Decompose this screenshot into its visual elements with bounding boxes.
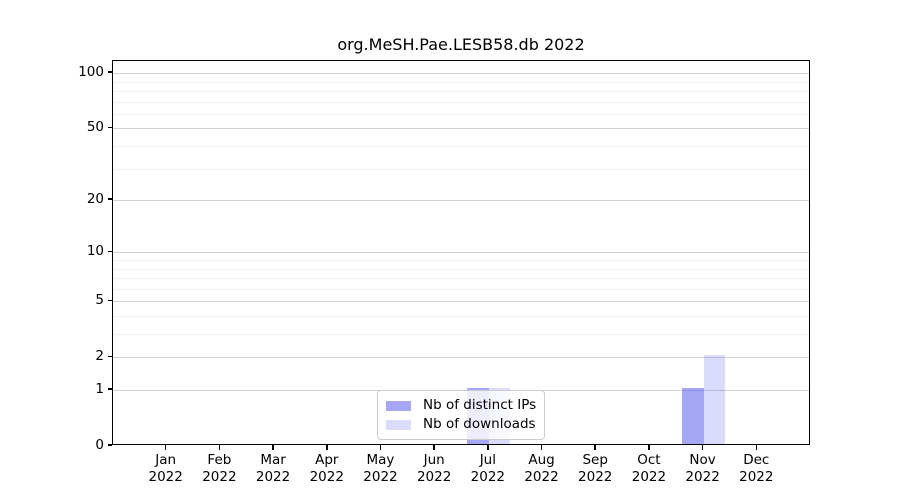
y-tick-label-2: 2 xyxy=(95,348,104,365)
grid-line-major xyxy=(113,200,809,202)
legend-label: Nb of downloads xyxy=(423,416,536,432)
month-label: Sep xyxy=(582,452,608,468)
year-label: 2022 xyxy=(309,468,344,485)
grid-line-minor xyxy=(113,278,809,280)
month-label: Apr xyxy=(315,452,339,468)
x-tick-label-aug: Aug 2022 xyxy=(507,452,577,485)
x-tick xyxy=(648,445,650,450)
x-tick-label-oct: Oct 2022 xyxy=(614,452,684,485)
y-tick xyxy=(107,198,112,200)
bar-nov-1 xyxy=(703,355,726,444)
y-tick-label-0: 0 xyxy=(95,437,104,453)
x-tick xyxy=(594,445,596,450)
month-label: Aug xyxy=(528,452,555,468)
y-tick-label-1: 1 xyxy=(95,381,104,397)
grid-line-minor xyxy=(113,168,809,170)
bar-nov-0 xyxy=(682,388,704,444)
x-tick-label-jan: Jan 2022 xyxy=(131,452,201,485)
x-tick xyxy=(272,445,274,450)
month-label: Jun xyxy=(423,452,445,468)
x-tick-label-feb: Feb 2022 xyxy=(184,452,254,485)
grid-line-major xyxy=(113,252,809,254)
x-tick xyxy=(755,445,758,450)
year-label: 2022 xyxy=(202,468,237,485)
month-label: May xyxy=(366,452,395,468)
x-tick-label-mar: Mar 2022 xyxy=(238,452,308,485)
legend-swatch-icon xyxy=(386,400,411,411)
x-tick-label-nov: Nov 2022 xyxy=(668,452,738,485)
year-label: 2022 xyxy=(685,468,720,485)
grid-line-minor xyxy=(113,91,809,93)
month-label: Nov xyxy=(689,452,716,468)
legend-entry-0: Nb of distinct IPs xyxy=(386,396,536,415)
grid-line-minor xyxy=(113,146,809,148)
legend-swatch-icon xyxy=(386,419,411,430)
x-tick xyxy=(326,445,328,450)
month-label: Feb xyxy=(207,452,232,468)
year-label: 2022 xyxy=(631,468,667,485)
month-label: Mar xyxy=(260,452,286,468)
month-label: Jan xyxy=(155,452,177,468)
year-label: 2022 xyxy=(578,468,613,485)
year-label: 2022 xyxy=(148,468,183,485)
x-tick-label-jul: Jul 2022 xyxy=(453,452,523,485)
y-tick-label-50: 50 xyxy=(86,119,104,136)
grid-line-minor xyxy=(113,315,809,317)
y-tick xyxy=(107,444,112,446)
grid-line-major xyxy=(113,128,809,130)
y-tick xyxy=(107,388,112,390)
y-tick-label-5: 5 xyxy=(95,292,104,309)
y-tick xyxy=(107,299,112,301)
year-label: 2022 xyxy=(416,468,452,485)
grid-line-minor xyxy=(113,101,809,103)
year-label: 2022 xyxy=(470,468,506,485)
year-label: 2022 xyxy=(524,468,559,485)
grid-line-minor xyxy=(113,268,809,270)
grid-line-minor xyxy=(113,260,809,261)
chart-title: org.MeSH.Pae.LESB58.db 2022 xyxy=(337,35,585,54)
grid-line-minor xyxy=(113,288,809,290)
x-tick xyxy=(164,445,167,450)
x-tick-label-sep: Sep 2022 xyxy=(560,452,630,485)
y-tick-label-100: 100 xyxy=(78,64,104,81)
grid-line-minor xyxy=(113,81,809,83)
legend-label: Nb of distinct IPs xyxy=(423,397,537,413)
x-tick-label-jun: Jun 2022 xyxy=(399,452,469,485)
y-tick-label-20: 20 xyxy=(86,191,104,208)
x-tick xyxy=(379,445,382,450)
legend-rows: Nb of distinct IPs Nb of downloads xyxy=(386,396,536,434)
x-tick-label-dec: Dec 2022 xyxy=(721,452,791,485)
x-tick xyxy=(701,445,704,450)
plot-area xyxy=(112,60,810,445)
month-label: Jul xyxy=(479,452,496,468)
grid-line-major xyxy=(113,357,809,359)
plot-inner xyxy=(113,61,809,444)
year-label: 2022 xyxy=(363,468,398,485)
year-label: 2022 xyxy=(255,468,291,485)
y-tick xyxy=(107,355,112,357)
x-tick xyxy=(218,445,221,450)
month-label: Dec xyxy=(743,452,770,468)
x-tick-label-may: May 2022 xyxy=(345,452,415,485)
x-tick xyxy=(433,445,435,450)
grid-line-minor xyxy=(113,334,809,336)
year-label: 2022 xyxy=(739,468,774,485)
legend: Nb of distinct IPs Nb of downloads xyxy=(377,390,546,440)
x-tick-label-apr: Apr 2022 xyxy=(292,452,362,485)
y-tick-label-10: 10 xyxy=(86,243,104,260)
x-tick xyxy=(540,445,543,450)
legend-entry-1: Nb of downloads xyxy=(386,415,536,434)
grid-line-major xyxy=(113,301,809,303)
grid-line-minor xyxy=(113,113,809,115)
x-tick xyxy=(487,445,489,450)
y-tick xyxy=(107,126,112,129)
grid-line-major xyxy=(113,73,809,75)
y-tick xyxy=(107,71,112,73)
month-label: Oct xyxy=(637,452,661,468)
y-tick xyxy=(107,250,112,253)
